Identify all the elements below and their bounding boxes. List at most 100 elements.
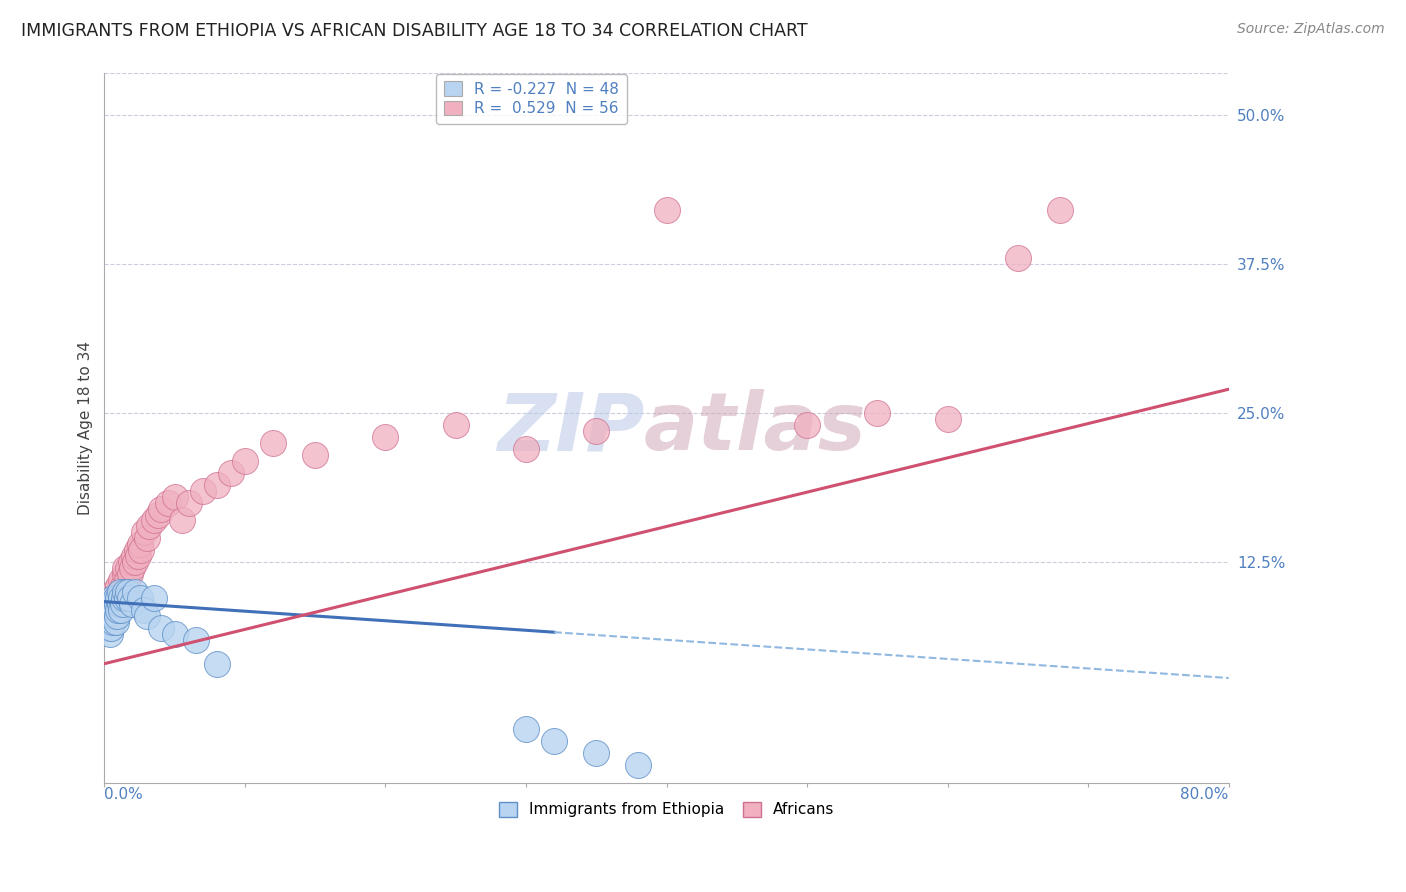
Point xyxy=(142,591,165,605)
Point xyxy=(114,567,136,582)
Point xyxy=(115,573,138,587)
Point xyxy=(205,477,228,491)
Point xyxy=(543,734,565,748)
Point xyxy=(96,609,118,624)
Point xyxy=(97,597,120,611)
Point xyxy=(108,597,131,611)
Point xyxy=(117,561,139,575)
Point xyxy=(127,549,149,564)
Point xyxy=(108,585,131,599)
Point xyxy=(585,424,607,438)
Point xyxy=(101,603,124,617)
Point xyxy=(110,603,132,617)
Point xyxy=(100,609,122,624)
Point xyxy=(107,603,129,617)
Point xyxy=(104,603,127,617)
Point xyxy=(104,615,127,629)
Point xyxy=(105,597,128,611)
Point xyxy=(149,621,172,635)
Point xyxy=(128,537,150,551)
Point xyxy=(114,561,136,575)
Point xyxy=(103,609,125,624)
Point xyxy=(156,495,179,509)
Point xyxy=(101,591,124,605)
Text: atlas: atlas xyxy=(644,389,868,467)
Point xyxy=(108,585,131,599)
Point xyxy=(101,597,124,611)
Point xyxy=(107,579,129,593)
Point xyxy=(129,543,152,558)
Point xyxy=(585,746,607,760)
Point xyxy=(163,627,186,641)
Point xyxy=(304,448,326,462)
Point xyxy=(98,603,121,617)
Text: 80.0%: 80.0% xyxy=(1181,787,1229,802)
Text: Source: ZipAtlas.com: Source: ZipAtlas.com xyxy=(1237,22,1385,37)
Point xyxy=(1007,251,1029,265)
Point xyxy=(94,615,117,629)
Point xyxy=(866,406,889,420)
Point xyxy=(118,567,141,582)
Point xyxy=(98,603,121,617)
Point xyxy=(142,514,165,528)
Point xyxy=(205,657,228,671)
Point xyxy=(374,430,396,444)
Point xyxy=(94,615,117,629)
Point xyxy=(163,490,186,504)
Point xyxy=(124,555,146,569)
Point xyxy=(100,597,122,611)
Point xyxy=(184,632,207,647)
Point xyxy=(120,555,142,569)
Point xyxy=(100,621,122,635)
Text: ZIP: ZIP xyxy=(496,389,644,467)
Point xyxy=(98,615,121,629)
Point xyxy=(122,549,145,564)
Point xyxy=(100,609,122,624)
Point xyxy=(121,597,143,611)
Point xyxy=(444,417,467,432)
Point xyxy=(97,597,120,611)
Point xyxy=(1049,203,1071,218)
Point xyxy=(103,597,125,611)
Text: IMMIGRANTS FROM ETHIOPIA VS AFRICAN DISABILITY AGE 18 TO 34 CORRELATION CHART: IMMIGRANTS FROM ETHIOPIA VS AFRICAN DISA… xyxy=(21,22,807,40)
Point xyxy=(149,501,172,516)
Point xyxy=(114,585,136,599)
Point xyxy=(262,436,284,450)
Point xyxy=(110,591,132,605)
Y-axis label: Disability Age 18 to 34: Disability Age 18 to 34 xyxy=(79,341,93,515)
Point xyxy=(105,609,128,624)
Point xyxy=(100,591,122,605)
Point xyxy=(124,585,146,599)
Point xyxy=(135,609,157,624)
Point xyxy=(655,203,678,218)
Point xyxy=(115,591,138,605)
Point xyxy=(796,417,818,432)
Point xyxy=(104,591,127,605)
Point xyxy=(103,585,125,599)
Point xyxy=(515,723,537,737)
Point xyxy=(135,532,157,546)
Point xyxy=(233,454,256,468)
Point xyxy=(627,758,650,772)
Point xyxy=(96,609,118,624)
Point xyxy=(111,579,134,593)
Point xyxy=(125,543,148,558)
Point xyxy=(138,519,160,533)
Legend: Immigrants from Ethiopia, Africans: Immigrants from Ethiopia, Africans xyxy=(491,794,842,825)
Point xyxy=(104,591,127,605)
Point xyxy=(132,525,155,540)
Point xyxy=(936,412,959,426)
Point xyxy=(146,508,169,522)
Point xyxy=(112,591,135,605)
Point xyxy=(112,585,135,599)
Point xyxy=(170,514,193,528)
Point xyxy=(110,573,132,587)
Point xyxy=(97,609,120,624)
Point xyxy=(219,466,242,480)
Point xyxy=(101,615,124,629)
Point xyxy=(117,585,139,599)
Point xyxy=(105,597,128,611)
Point xyxy=(107,591,129,605)
Point xyxy=(121,561,143,575)
Point xyxy=(515,442,537,456)
